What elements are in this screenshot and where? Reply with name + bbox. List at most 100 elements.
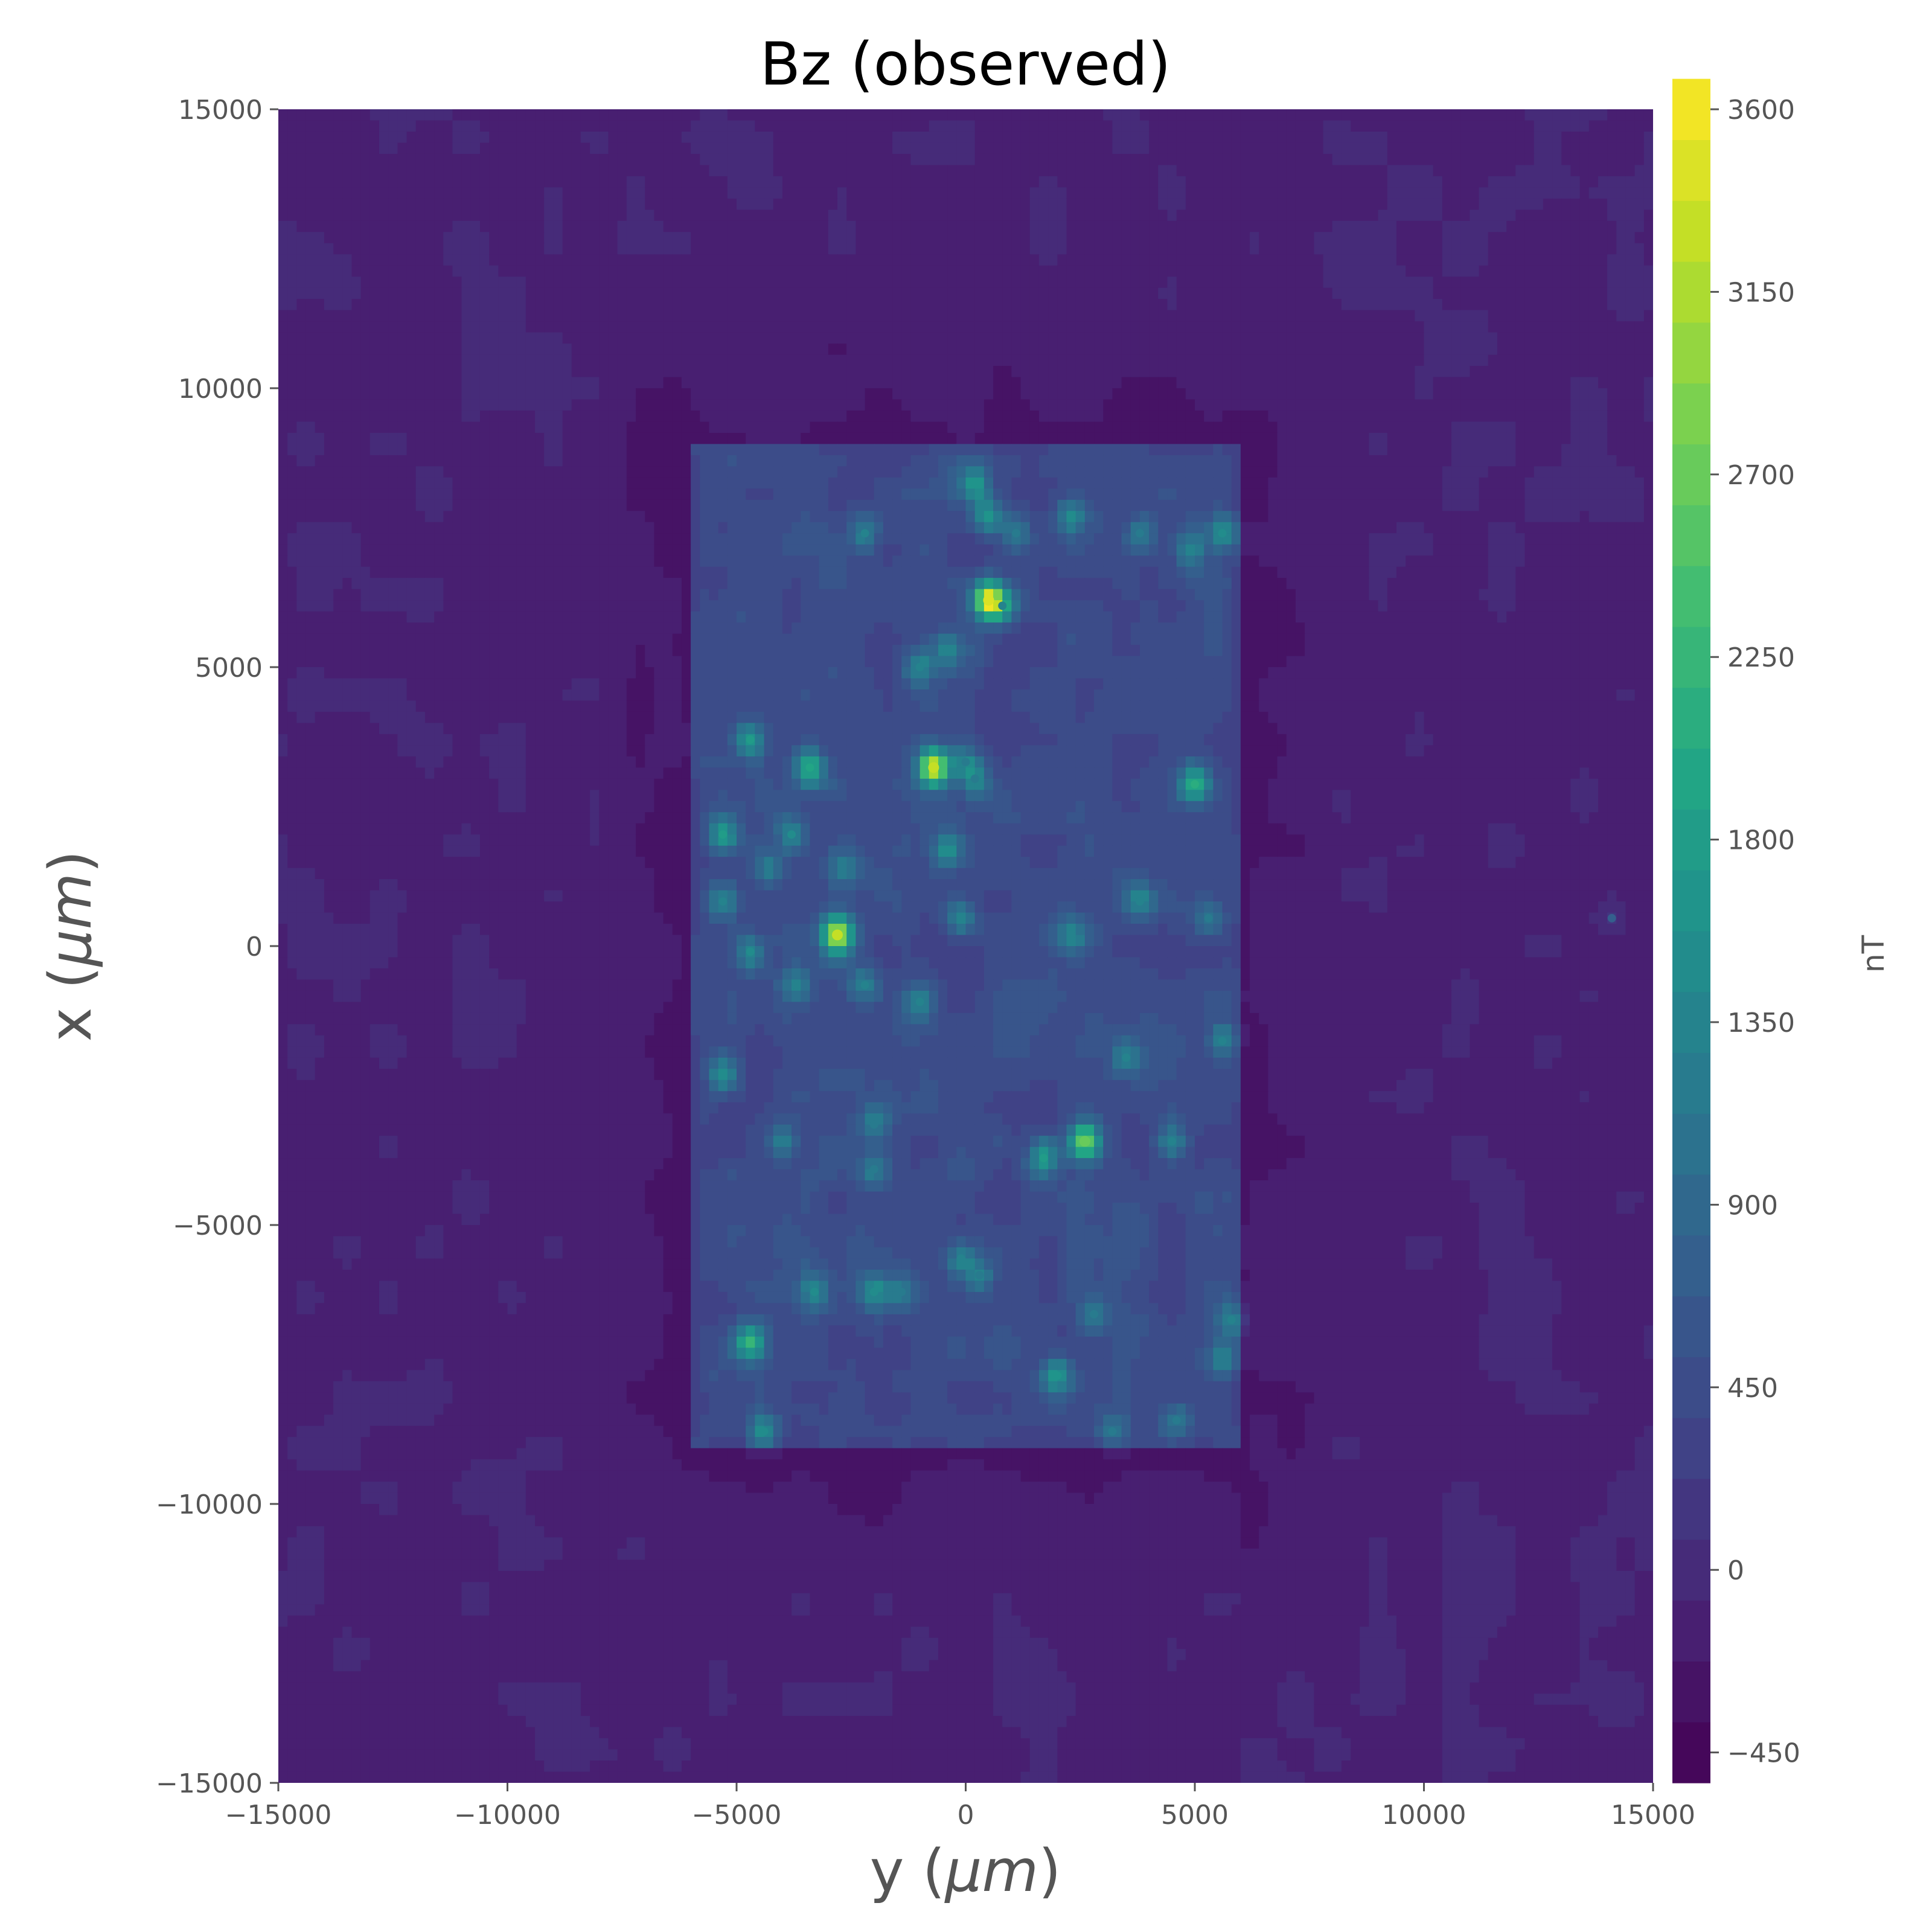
heatmap-cell — [901, 444, 911, 455]
heatmap-cell — [1534, 366, 1544, 377]
heatmap-cell — [1561, 421, 1571, 433]
heatmap-cell — [1002, 366, 1012, 377]
heatmap-cell — [636, 299, 645, 310]
heatmap-cell — [664, 321, 673, 333]
heatmap-cell — [278, 299, 288, 310]
heatmap-cell — [287, 377, 297, 389]
heatmap-cell — [1305, 243, 1314, 255]
heatmap-cell — [1177, 120, 1186, 132]
heatmap-cell — [599, 187, 609, 199]
heatmap-cell — [425, 321, 435, 333]
heatmap-cell — [1506, 399, 1516, 411]
heatmap-cell — [553, 165, 563, 176]
heatmap-cell — [416, 210, 426, 221]
heatmap-cell — [1323, 266, 1333, 277]
heatmap-cell — [856, 366, 865, 377]
heatmap-cell — [1076, 165, 1086, 176]
heatmap-cell — [883, 109, 893, 121]
heatmap-cell — [636, 388, 645, 400]
heatmap-cell — [1515, 310, 1525, 322]
heatmap-cell — [1607, 165, 1617, 176]
heatmap-cell — [1021, 142, 1031, 154]
heatmap-cell — [1094, 344, 1104, 355]
heatmap-cell — [599, 109, 609, 121]
heatmap-cell — [1598, 221, 1608, 232]
heatmap-cell — [1570, 444, 1580, 455]
heatmap-cell — [489, 109, 499, 121]
heatmap-cell — [1369, 221, 1378, 232]
heatmap-cell — [984, 154, 994, 165]
heatmap-cell — [443, 254, 453, 266]
heatmap-cell — [397, 176, 407, 188]
heatmap-cell — [1360, 187, 1369, 199]
heatmap-cell — [1259, 187, 1268, 199]
heatmap-cell — [947, 377, 957, 389]
heatmap-cell — [1268, 455, 1278, 467]
heatmap-cell — [1497, 288, 1507, 299]
heatmap-cell — [801, 399, 810, 411]
heatmap-cell — [883, 421, 893, 433]
heatmap-cell — [755, 109, 764, 121]
heatmap-cell — [618, 288, 627, 299]
heatmap-cell — [1323, 455, 1333, 467]
heatmap-cell — [581, 165, 590, 176]
heatmap-cell — [1076, 388, 1086, 400]
heatmap-cell — [1296, 433, 1305, 444]
heatmap-cell — [1287, 210, 1296, 221]
heatmap-cell — [462, 310, 472, 322]
heatmap-cell — [1424, 210, 1434, 221]
heatmap-cell — [865, 344, 875, 355]
heatmap-cell — [1460, 254, 1470, 266]
heatmap-cell — [1580, 165, 1590, 176]
heatmap-cell — [1094, 266, 1104, 277]
heatmap-cell — [654, 165, 664, 176]
heatmap-cell — [489, 444, 499, 455]
heatmap-cell — [1021, 266, 1031, 277]
heatmap-cell — [590, 232, 600, 243]
heatmap-cell — [828, 221, 838, 232]
heatmap-cell — [819, 444, 829, 455]
heatmap-cell — [1030, 399, 1040, 411]
heatmap-cell — [1378, 333, 1388, 344]
heatmap-cell — [1131, 377, 1140, 389]
heatmap-cell — [1451, 266, 1461, 277]
heatmap-cell — [535, 187, 545, 199]
heatmap-cell — [471, 254, 481, 266]
heatmap-cell — [801, 120, 810, 132]
heatmap-cell — [1149, 232, 1159, 243]
heatmap-cell — [828, 399, 838, 411]
heatmap-cell — [1314, 377, 1323, 389]
heatmap-cell — [397, 254, 407, 266]
heatmap-cell — [517, 321, 526, 333]
heatmap-cell — [755, 421, 764, 433]
heatmap-cell — [1369, 243, 1378, 255]
heatmap-cell — [1158, 199, 1168, 210]
heatmap-cell — [1177, 210, 1186, 221]
heatmap-cell — [1140, 299, 1150, 310]
heatmap-cell — [728, 221, 737, 232]
heatmap-cell — [1296, 243, 1305, 255]
heatmap-cell — [1066, 142, 1076, 154]
heatmap-cell — [315, 433, 325, 444]
heatmap-cell — [425, 444, 435, 455]
heatmap-cell — [1066, 109, 1076, 121]
heatmap-cell — [819, 377, 829, 389]
heatmap-cell — [1030, 388, 1040, 400]
heatmap-cell — [1451, 466, 1461, 478]
heatmap-cell — [397, 321, 407, 333]
heatmap-cell — [608, 154, 618, 165]
heatmap-cell — [397, 399, 407, 411]
heatmap-cell — [489, 266, 499, 277]
heatmap-cell — [810, 455, 819, 467]
heatmap-cell — [434, 377, 444, 389]
heatmap-cell — [599, 310, 609, 322]
heatmap-cell — [1470, 243, 1479, 255]
heatmap-cell — [819, 187, 829, 199]
heatmap-cell — [1066, 243, 1076, 255]
heatmap-cell — [434, 154, 444, 165]
heatmap-cell — [315, 399, 325, 411]
heatmap-cell — [1415, 344, 1424, 355]
heatmap-cell — [1066, 355, 1076, 366]
heatmap-cell — [1415, 411, 1424, 422]
heatmap-cell — [828, 199, 838, 210]
